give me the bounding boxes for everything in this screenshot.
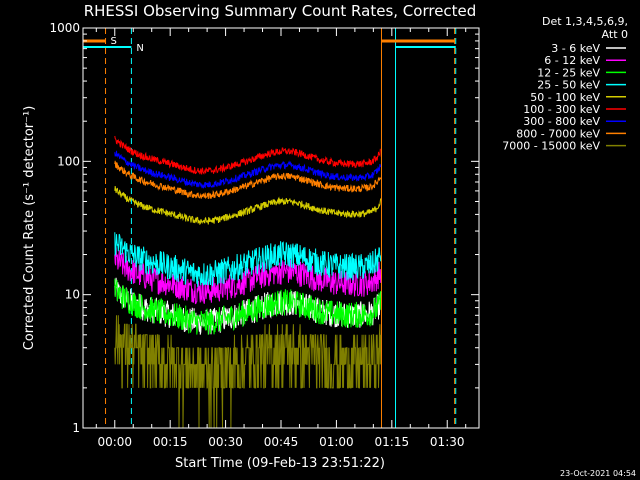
y-tick-label: 1000 — [49, 21, 80, 35]
y-tick-label: 100 — [57, 154, 80, 168]
x-tick-label: 01:00 — [319, 435, 354, 449]
legend-label-0: 3 - 6 keV — [551, 42, 600, 55]
legend-header-line-1: Det 1,3,4,5,6,9, — [542, 15, 628, 28]
series-line-3 — [114, 232, 382, 287]
x-tick-label: 00:15 — [153, 435, 188, 449]
x-tick-label: 00:30 — [208, 435, 243, 449]
series-line-8 — [114, 315, 382, 429]
legend-label-1: 6 - 12 keV — [544, 54, 600, 67]
x-tick-label: 00:45 — [264, 435, 299, 449]
series-line-7 — [114, 160, 382, 200]
series-line-4 — [114, 185, 382, 226]
x-axis: 00:00 00:15 00:30 00:45 01:00 01:15 01:30 — [95, 28, 467, 449]
y-axis-label: Corrected Count Rate (s⁻¹ detector⁻¹) — [22, 106, 37, 351]
legend-label-7: 800 - 7000 keV — [516, 127, 600, 140]
series-line-6 — [114, 150, 382, 189]
legend-label-2: 12 - 25 keV — [537, 66, 600, 79]
legend-label-3: 25 - 50 keV — [537, 79, 600, 92]
y-axis: 1 10 100 1000 — [49, 21, 479, 435]
marker-label-n: N — [136, 43, 143, 54]
x-tick-label: 01:30 — [430, 435, 465, 449]
legend-label-5: 100 - 300 keV — [523, 103, 600, 116]
series-line-5 — [114, 135, 381, 175]
legend-label-4: 50 - 100 keV — [530, 91, 600, 104]
y-tick-label: 10 — [65, 288, 80, 302]
x-tick-label: 00:00 — [97, 435, 132, 449]
marker-label-s: S — [111, 36, 117, 47]
y-tick-label: 1 — [72, 421, 80, 435]
chart-title: RHESSI Observing Summary Count Rates, Co… — [84, 2, 477, 20]
legend-header-line-2: Att 0 — [602, 28, 628, 41]
legend-label-8: 7000 - 15000 keV — [502, 140, 600, 153]
x-axis-label: Start Time (09-Feb-13 23:51:22) — [175, 456, 385, 471]
x-tick-label: 01:15 — [375, 435, 410, 449]
series-line-2 — [114, 278, 382, 335]
plot-area: SN — [83, 28, 457, 429]
legend-label-6: 300 - 800 keV — [523, 115, 600, 128]
footer-timestamp: 23-Oct-2021 04:54 — [560, 469, 636, 478]
